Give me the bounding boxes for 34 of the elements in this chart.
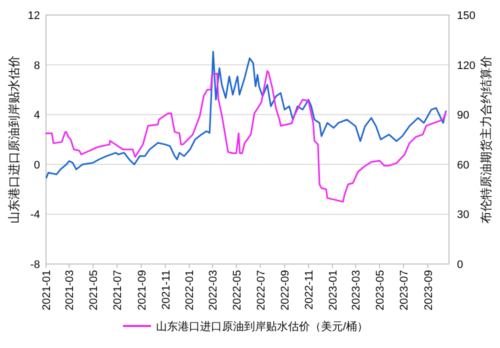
x-tick-label: 2023-07 xyxy=(398,270,410,310)
x-tick-label: 2022-01 xyxy=(184,270,196,310)
x-tick-label: 2021-09 xyxy=(136,270,148,310)
x-tick-label: 2023-03 xyxy=(350,270,363,310)
y2-axis-title: 布伦特原油期货主力合约结算价 xyxy=(479,56,493,224)
x-tick-label: 2023-05 xyxy=(374,270,387,310)
x-tick-label: 2022-09 xyxy=(280,270,292,310)
y-tick-label: -4 xyxy=(30,209,40,222)
y2-tick-label: 90 xyxy=(457,110,470,122)
y2-tick-label: 120 xyxy=(457,60,476,72)
x-tick-label: 2023-01 xyxy=(327,270,340,310)
y2-tick-label: 60 xyxy=(457,159,470,172)
y-tick-label: -8 xyxy=(30,259,40,271)
x-tick-label: 2021-05 xyxy=(88,270,100,310)
y-tick-label: 0 xyxy=(34,159,40,172)
x-tick-label: 2021-11 xyxy=(160,270,172,310)
y2-tick-label: 150 xyxy=(457,10,476,22)
line-series xyxy=(46,50,447,178)
x-tick-label: 2022-07 xyxy=(255,270,268,310)
x-tick-label: 2022-05 xyxy=(231,270,244,310)
x-tick-label: 2023-09 xyxy=(422,270,435,310)
y2-tick-label: 0 xyxy=(457,259,464,271)
y-tick-label: 12 xyxy=(28,10,40,22)
x-tick-label: 2022-11 xyxy=(304,270,316,310)
y2-tick-label: 30 xyxy=(457,209,470,222)
x-tick-label: 2021-07 xyxy=(112,270,124,310)
legend-label: 山东港口进口原油到岸贴水估价（美元/桶） xyxy=(156,320,368,333)
y-axis-title: 山东港口进口原油到岸贴水估价 xyxy=(7,56,21,224)
y-tick-label: 8 xyxy=(34,60,40,72)
x-tick-label: 2021-03 xyxy=(64,270,76,310)
y-tick-label: 4 xyxy=(34,110,40,122)
x-tick-label: 2022-03 xyxy=(207,270,220,310)
line-series xyxy=(45,70,447,203)
x-tick-label: 2021-01 xyxy=(41,270,53,310)
